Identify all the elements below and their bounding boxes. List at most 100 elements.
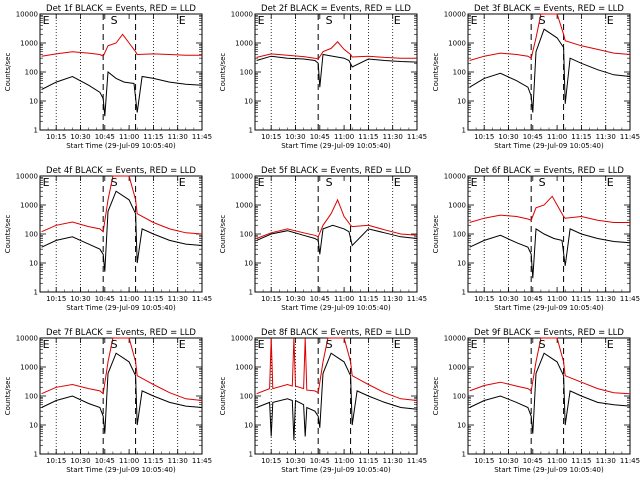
x-tick-label: 11:15 xyxy=(143,457,163,465)
y-tick-label: 100 xyxy=(25,393,38,401)
x-axis-label: Start Time (29-Jul-09 10:05:40) xyxy=(66,142,176,150)
x-tick-label: 10:15 xyxy=(261,457,281,465)
panel-title: Det 2f BLACK = Events, RED = LLD xyxy=(261,4,411,14)
x-tick-label: 11:45 xyxy=(407,457,427,465)
y-tick-label: 1000 xyxy=(448,364,466,372)
y-axis-label: Counts/sec xyxy=(219,215,227,254)
interval-marker-label: E xyxy=(471,14,478,27)
x-tick-label: 10:45 xyxy=(523,295,543,303)
x-tick-label: 11:15 xyxy=(358,457,378,465)
x-tick-label: 10:30 xyxy=(498,133,518,141)
y-tick-label: 1 xyxy=(462,451,466,459)
y-tick-label: 1 xyxy=(34,451,38,459)
lld-series-line xyxy=(469,13,631,61)
interval-marker-label: S xyxy=(539,14,546,27)
x-axis-label: Start Time (29-Jul-09 10:05:40) xyxy=(66,304,176,312)
y-tick-label: 10 xyxy=(457,260,466,268)
y-tick-label: 10 xyxy=(29,98,38,106)
x-tick-label: 11:00 xyxy=(334,133,354,141)
x-tick-label: 11:00 xyxy=(334,295,354,303)
x-tick-label: 10:45 xyxy=(310,295,330,303)
x-tick-label: 10:15 xyxy=(261,295,281,303)
x-tick-label: 10:30 xyxy=(70,457,90,465)
x-tick-label: 10:15 xyxy=(474,295,494,303)
x-tick-label: 11:30 xyxy=(383,295,403,303)
x-tick-label: 10:15 xyxy=(46,295,66,303)
lld-series-line xyxy=(41,33,202,57)
x-tick-label: 10:15 xyxy=(474,133,494,141)
x-tick-label: 11:45 xyxy=(407,133,427,141)
x-axis-label: Start Time (29-Jul-09 10:05:40) xyxy=(494,142,604,150)
y-tick-label: 10000 xyxy=(231,335,253,343)
panel-title: Det 6f BLACK = Events, RED = LLD xyxy=(474,166,624,176)
x-axis-label: Start Time (29-Jul-09 10:05:40) xyxy=(494,304,604,312)
panel-title: Det 9f BLACK = Events, RED = LLD xyxy=(474,328,624,338)
interval-marker-label: E xyxy=(471,176,478,189)
y-tick-label: 10000 xyxy=(444,335,466,343)
x-axis-label: Start Time (29-Jul-09 10:05:40) xyxy=(494,466,604,474)
y-tick-label: 1000 xyxy=(448,40,466,48)
events-series-line xyxy=(469,28,631,113)
x-tick-label: 10:30 xyxy=(285,457,305,465)
panel-title: Det 5f BLACK = Events, RED = LLD xyxy=(261,166,411,176)
x-tick-label: 11:30 xyxy=(596,295,616,303)
y-tick-label: 1000 xyxy=(235,40,253,48)
x-axis-label: Start Time (29-Jul-09 10:05:40) xyxy=(281,304,391,312)
y-tick-label: 1000 xyxy=(20,364,38,372)
y-tick-label: 100 xyxy=(453,393,466,401)
y-tick-label: 10 xyxy=(457,98,466,106)
x-tick-label: 11:45 xyxy=(620,457,640,465)
y-tick-label: 1 xyxy=(249,127,253,135)
panel: 1 10 100 1000 10000 10:15 10:30 10:45 11:00 11:15… xyxy=(4,328,212,474)
y-tick-label: 10000 xyxy=(231,173,253,181)
x-tick-label: 10:45 xyxy=(95,133,115,141)
y-tick-label: 10 xyxy=(457,422,466,430)
y-tick-label: 100 xyxy=(453,231,466,239)
y-tick-label: 1 xyxy=(462,127,466,135)
interval-marker-label: E xyxy=(471,338,478,351)
y-tick-label: 100 xyxy=(453,69,466,77)
interval-marker-label: E xyxy=(258,176,265,189)
interval-marker-label: E xyxy=(179,14,186,27)
x-tick-label: 11:45 xyxy=(192,457,212,465)
y-tick-label: 1000 xyxy=(235,202,253,210)
x-tick-label: 11:45 xyxy=(192,133,212,141)
x-tick-label: 10:15 xyxy=(261,133,281,141)
interval-marker-label: S xyxy=(111,176,118,189)
panel: 1 10 100 1000 10000 10:15 10:30 10:45 11:00 11:15… xyxy=(219,4,427,150)
y-tick-label: 10000 xyxy=(231,11,253,19)
interval-marker-label: E xyxy=(258,14,265,27)
x-tick-label: 11:30 xyxy=(596,457,616,465)
x-tick-label: 10:30 xyxy=(70,133,90,141)
panel-title: Det 3f BLACK = Events, RED = LLD xyxy=(474,4,624,14)
lld-series-line xyxy=(469,195,630,223)
x-tick-label: 10:30 xyxy=(285,295,305,303)
events-series-line xyxy=(41,352,203,434)
x-tick-label: 11:30 xyxy=(596,133,616,141)
y-axis-label: Counts/sec xyxy=(432,53,440,92)
x-tick-label: 11:30 xyxy=(168,295,188,303)
x-tick-label: 11:45 xyxy=(192,295,212,303)
y-tick-label: 10000 xyxy=(16,11,38,19)
interval-marker-label: S xyxy=(326,338,333,351)
y-tick-label: 100 xyxy=(240,393,253,401)
lld-series-line xyxy=(41,175,203,235)
y-tick-label: 10 xyxy=(29,422,38,430)
panel: 1 10 100 1000 10000 10:15 10:30 10:45 11:00 11:15… xyxy=(4,4,212,150)
y-tick-label: 1000 xyxy=(235,364,253,372)
panel: 1 10 100 1000 10000 10:15 10:30 10:45 11:00 11:15… xyxy=(432,166,640,312)
y-tick-label: 10 xyxy=(244,98,253,106)
y-tick-label: 1 xyxy=(249,451,253,459)
y-axis-label: Counts/sec xyxy=(4,53,12,92)
x-axis-label: Start Time (29-Jul-09 10:05:40) xyxy=(281,466,391,474)
x-tick-label: 11:45 xyxy=(620,133,640,141)
interval-marker-label: E xyxy=(43,176,50,189)
panel: 1 10 100 1000 10000 10:15 10:30 10:45 11:00 11:15… xyxy=(4,166,212,312)
interval-marker-label: S xyxy=(539,176,546,189)
panel: 1 10 100 1000 10000 10:15 10:30 10:45 11:00 11:15… xyxy=(432,4,640,150)
lld-series-line xyxy=(469,337,631,395)
x-tick-label: 11:45 xyxy=(407,295,427,303)
x-tick-label: 10:30 xyxy=(498,457,518,465)
x-tick-label: 10:45 xyxy=(523,457,543,465)
y-tick-label: 1 xyxy=(249,289,253,297)
